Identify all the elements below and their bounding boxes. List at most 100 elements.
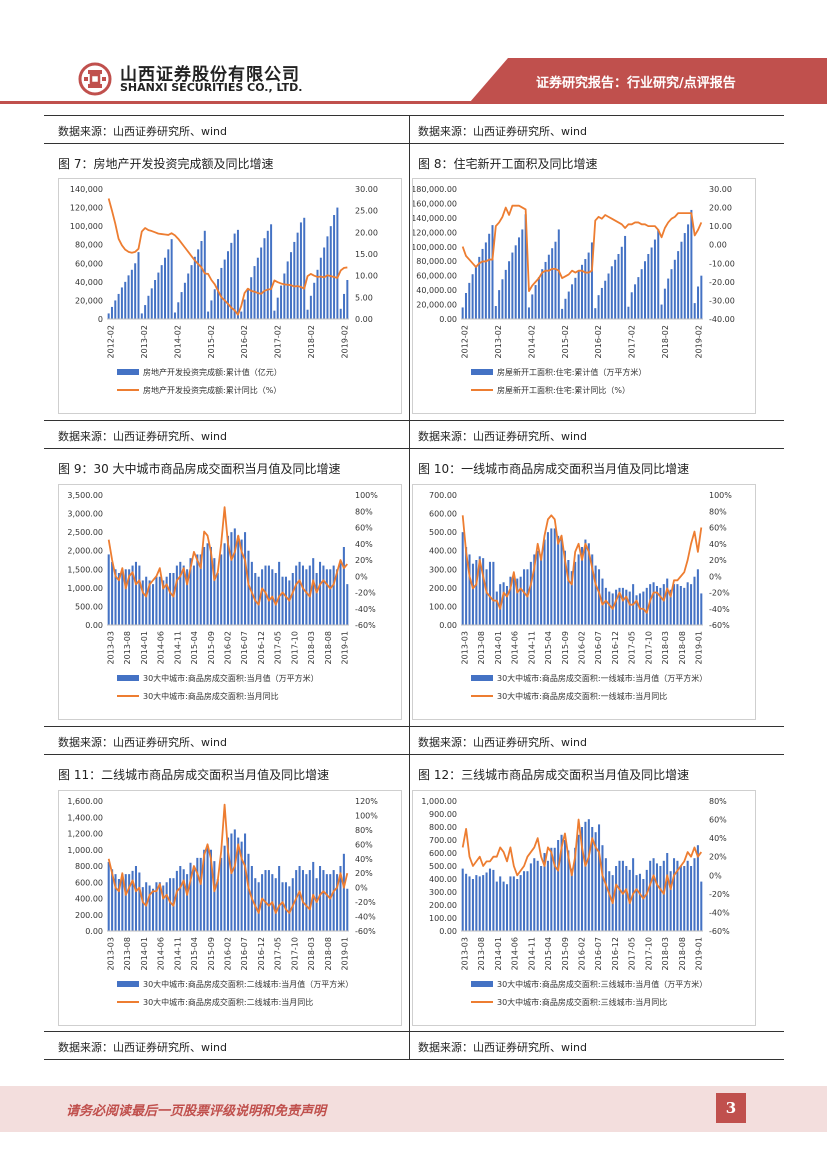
- bar: [617, 254, 620, 319]
- bar: [679, 586, 682, 625]
- figure-10-chart: 0.00 100.00 200.00 300.00 400.00 500.00 600.00…: [412, 484, 756, 720]
- shanxi-securities-logo-icon: [78, 62, 112, 96]
- bar: [519, 875, 522, 931]
- x-tick-label: 2013-03: [461, 631, 470, 664]
- bar: [662, 584, 665, 625]
- bar: [475, 560, 478, 625]
- row-rule-3: [44, 420, 784, 421]
- bar: [230, 833, 233, 931]
- bar: [260, 247, 263, 319]
- x-tick-label: 2016-07: [240, 937, 249, 970]
- x-tick-label: 2013-03: [107, 631, 116, 664]
- row-rule-4: [44, 448, 784, 449]
- bar: [114, 569, 117, 625]
- bar: [647, 254, 650, 319]
- bar: [117, 293, 120, 319]
- bar: [342, 853, 345, 931]
- bar: [233, 528, 236, 625]
- bar: [240, 539, 243, 625]
- bar: [151, 584, 155, 625]
- x-tick-label: 2015-02: [207, 325, 216, 358]
- bar: [227, 251, 229, 319]
- bar: [465, 547, 468, 625]
- y-left-tick-label: 1,600.00: [67, 797, 103, 806]
- bar: [581, 264, 583, 319]
- y-right-tick-label: 30.00: [355, 185, 378, 194]
- x-tick-label: 2014-06: [157, 631, 166, 664]
- bar: [305, 874, 308, 932]
- bar: [570, 571, 573, 625]
- x-tick-label: 2015-04: [544, 937, 553, 970]
- x-tick-label: 2013-08: [123, 631, 132, 664]
- source-note: 数据来源：山西证券研究所、wind: [58, 430, 228, 443]
- report-type-banner: [470, 58, 827, 102]
- bar: [567, 291, 570, 319]
- bar: [226, 535, 230, 625]
- bar: [121, 569, 124, 625]
- bar: [244, 833, 247, 931]
- bar: [240, 841, 243, 932]
- bar: [529, 863, 532, 931]
- x-tick-label: 2013-02: [140, 325, 149, 358]
- bar: [461, 532, 464, 625]
- bar: [521, 229, 524, 319]
- bar: [281, 576, 284, 625]
- bar: [177, 302, 180, 319]
- bar: [587, 543, 590, 625]
- bar: [325, 874, 328, 932]
- bar: [124, 569, 127, 625]
- bar: [158, 576, 161, 625]
- bar: [107, 554, 110, 625]
- bar: [237, 535, 240, 625]
- x-tick-label: 2017-05: [628, 631, 637, 664]
- bar: [124, 874, 127, 932]
- bar: [329, 226, 332, 319]
- y-left-tick-label: 1,200.00: [67, 830, 103, 839]
- bar: [700, 275, 703, 319]
- legend-bar-swatch: [117, 675, 139, 681]
- bar: [329, 569, 332, 625]
- bar: [657, 229, 660, 319]
- bar: [220, 267, 223, 319]
- bar: [478, 256, 481, 319]
- bar: [220, 554, 223, 625]
- x-tick-label: 2016-07: [240, 631, 249, 664]
- bar: [509, 876, 512, 931]
- bar: [679, 866, 682, 931]
- bar: [274, 573, 277, 625]
- bar: [309, 295, 312, 319]
- bar: [604, 858, 607, 931]
- bar: [635, 595, 638, 625]
- bar: [186, 874, 189, 932]
- y-left-tick-label: 80,000: [75, 241, 103, 250]
- y-left-tick-label: 600.00: [75, 878, 103, 887]
- bar: [148, 580, 151, 625]
- bar: [346, 888, 349, 931]
- bar: [540, 866, 543, 931]
- bar: [237, 837, 240, 931]
- bar: [564, 298, 567, 319]
- bar: [523, 569, 526, 625]
- bar: [553, 528, 556, 625]
- y-left-tick-label: 120,000.00: [413, 228, 457, 237]
- legend-line-label: 30大中城市:商品房成交面积:当月同比: [143, 691, 279, 701]
- bar: [223, 259, 226, 319]
- y-right-tick-label: -60%: [709, 927, 730, 936]
- bar: [509, 576, 512, 625]
- bar: [686, 860, 689, 931]
- bar: [495, 881, 498, 931]
- bar: [618, 587, 621, 625]
- x-tick-label: 2015-04: [544, 631, 553, 664]
- x-tick-label: 2018-08: [678, 631, 687, 664]
- bar: [502, 582, 505, 625]
- bar: [686, 582, 689, 625]
- bar: [676, 860, 679, 931]
- bar: [267, 565, 270, 625]
- x-tick-label: 2012-02: [461, 325, 470, 358]
- bar: [563, 840, 566, 931]
- y-left-tick-label: 700.00: [429, 491, 457, 500]
- bar: [150, 288, 153, 319]
- bar: [308, 870, 311, 931]
- bar: [206, 543, 209, 625]
- bar: [301, 565, 305, 625]
